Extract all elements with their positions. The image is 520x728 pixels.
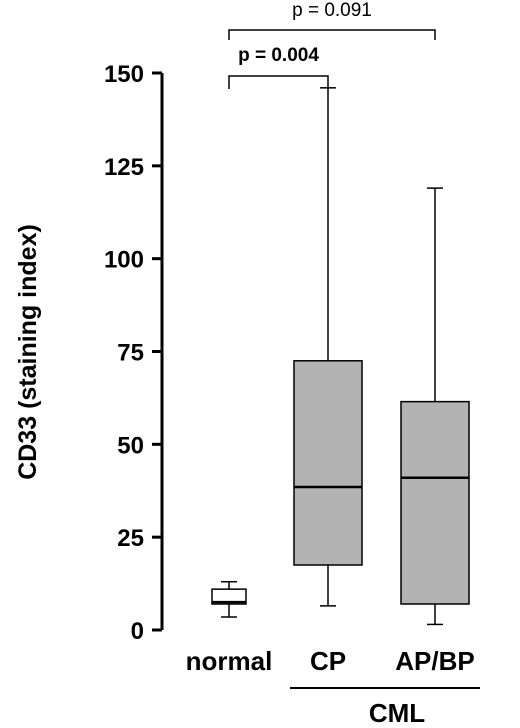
category-label: normal — [186, 646, 273, 676]
bracket-line — [228, 75, 329, 89]
significance-brackets: p = 0.004 p = 0.091 — [228, 0, 436, 89]
bracket-line — [228, 29, 436, 40]
y-tick-label: 25 — [117, 525, 144, 552]
y-tick-label: 125 — [104, 154, 144, 181]
category-label: CP — [310, 646, 346, 676]
category-label: AP/BP — [395, 646, 474, 676]
p-value-label: p = 0.004 — [238, 45, 319, 66]
p-value-label: p = 0.091 — [292, 0, 372, 21]
group-label: CML — [369, 698, 425, 728]
box-cp — [293, 87, 363, 607]
bracket-normal-vs-cp: p = 0.004 — [228, 45, 329, 89]
y-tick-label: 0 — [131, 618, 144, 645]
iqr-box — [400, 400, 470, 605]
iqr-box — [293, 360, 363, 566]
box-normal — [211, 580, 247, 618]
box-ap-bp — [400, 187, 470, 626]
y-tick-label: 50 — [117, 432, 144, 459]
boxes — [211, 87, 470, 626]
iqr-box — [211, 588, 247, 605]
y-axis-label: CD33 (staining index) — [14, 224, 42, 480]
y-axis: 0 25 50 75 100 125 150 — [104, 61, 164, 645]
bracket-normal-vs-ap-bp: p = 0.091 — [228, 0, 436, 40]
y-tick-label: 75 — [117, 340, 144, 367]
y-tick-label: 100 — [104, 247, 144, 274]
category-labels: normal CP AP/BP CML — [186, 646, 480, 728]
y-tick-label: 150 — [104, 61, 144, 88]
